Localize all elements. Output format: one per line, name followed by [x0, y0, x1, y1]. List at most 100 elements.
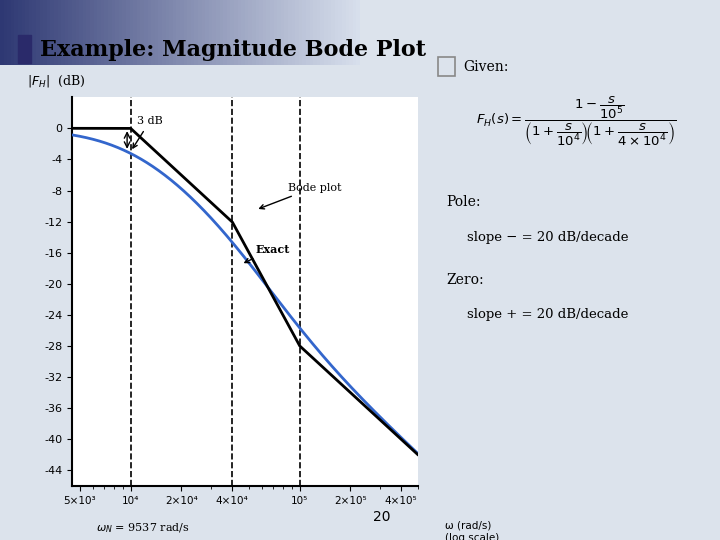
Text: $\omega_N$ = 9537 rad/s: $\omega_N$ = 9537 rad/s	[96, 521, 190, 535]
Bar	[112, 0, 115, 65]
Bar	[338, 0, 342, 65]
Bar	[133, 0, 137, 65]
Bar	[115, 0, 119, 65]
Bar	[295, 0, 299, 65]
Bar	[184, 0, 187, 65]
Text: $F_H(s) = \dfrac{1-\dfrac{s}{10^5}}{\left(1+\dfrac{s}{10^4}\right)\!\left(1+\dfr: $F_H(s) = \dfrac{1-\dfrac{s}{10^5}}{\lef…	[476, 95, 676, 148]
Bar	[94, 0, 97, 65]
Bar	[148, 0, 151, 65]
Bar	[50, 0, 54, 65]
Bar	[58, 0, 61, 65]
Bar	[277, 0, 281, 65]
Bar	[438, 57, 455, 76]
Bar	[119, 0, 122, 65]
Bar	[230, 0, 234, 65]
Bar	[310, 0, 313, 65]
Text: Exact: Exact	[245, 244, 290, 262]
Bar	[0, 0, 4, 65]
Bar	[140, 0, 144, 65]
Bar	[22, 0, 25, 65]
Bar	[288, 0, 292, 65]
Text: Given:: Given:	[464, 60, 509, 75]
Bar	[223, 0, 227, 65]
Bar	[263, 0, 266, 65]
Text: slope − = 20 dB/decade: slope − = 20 dB/decade	[467, 231, 628, 244]
Bar	[86, 0, 90, 65]
Bar	[356, 0, 360, 65]
Bar	[313, 0, 317, 65]
Bar	[137, 0, 140, 65]
Bar	[7, 0, 11, 65]
Bar	[54, 0, 58, 65]
Bar	[299, 0, 302, 65]
Bar	[234, 0, 238, 65]
Text: 3 dB: 3 dB	[133, 117, 163, 148]
Bar	[194, 0, 198, 65]
Bar	[317, 0, 320, 65]
Bar	[256, 0, 259, 65]
Bar	[252, 0, 256, 65]
Bar	[227, 0, 230, 65]
Bar	[4, 0, 7, 65]
Bar	[212, 0, 216, 65]
Bar	[83, 0, 86, 65]
Bar	[331, 0, 335, 65]
Bar	[220, 0, 223, 65]
Text: Bode plot: Bode plot	[260, 183, 341, 209]
Text: slope + = 20 dB/decade: slope + = 20 dB/decade	[467, 308, 628, 321]
Bar	[238, 0, 241, 65]
Bar	[259, 0, 263, 65]
Bar	[40, 0, 43, 65]
Bar	[130, 0, 133, 65]
Bar	[342, 0, 346, 65]
Text: Example: Magnitude Bode Plot: Example: Magnitude Bode Plot	[40, 39, 426, 60]
Bar	[241, 0, 245, 65]
Bar	[306, 0, 310, 65]
Text: Pole:: Pole:	[446, 195, 481, 210]
Bar	[180, 0, 184, 65]
Bar	[29, 0, 32, 65]
Bar	[191, 0, 194, 65]
Bar	[72, 0, 76, 65]
Bar	[166, 0, 169, 65]
Bar	[216, 0, 220, 65]
Bar	[104, 0, 108, 65]
Bar	[47, 0, 50, 65]
Bar	[320, 0, 324, 65]
Bar	[65, 0, 68, 65]
Text: $|F_H|$  (dB): $|F_H|$ (dB)	[27, 73, 86, 90]
Text: 20: 20	[373, 510, 390, 524]
Bar	[18, 35, 31, 63]
Bar	[97, 0, 101, 65]
Bar	[324, 0, 328, 65]
Bar	[144, 0, 148, 65]
Bar	[349, 0, 353, 65]
Bar	[328, 0, 331, 65]
Bar	[126, 0, 130, 65]
Bar	[266, 0, 270, 65]
Bar	[245, 0, 248, 65]
Bar	[205, 0, 209, 65]
Bar	[122, 0, 126, 65]
Bar	[158, 0, 162, 65]
Bar	[151, 0, 155, 65]
Bar	[18, 0, 22, 65]
Bar	[32, 0, 36, 65]
Bar	[61, 0, 65, 65]
Bar	[79, 0, 83, 65]
Bar	[335, 0, 338, 65]
Bar	[68, 0, 72, 65]
Bar	[209, 0, 212, 65]
Bar	[173, 0, 176, 65]
Bar	[169, 0, 173, 65]
Bar	[76, 0, 79, 65]
Text: Zero:: Zero:	[446, 273, 484, 287]
Bar	[346, 0, 349, 65]
Bar	[248, 0, 252, 65]
Bar	[101, 0, 104, 65]
Bar	[274, 0, 277, 65]
Bar	[155, 0, 158, 65]
Bar	[187, 0, 191, 65]
Bar	[353, 0, 356, 65]
Bar	[90, 0, 94, 65]
